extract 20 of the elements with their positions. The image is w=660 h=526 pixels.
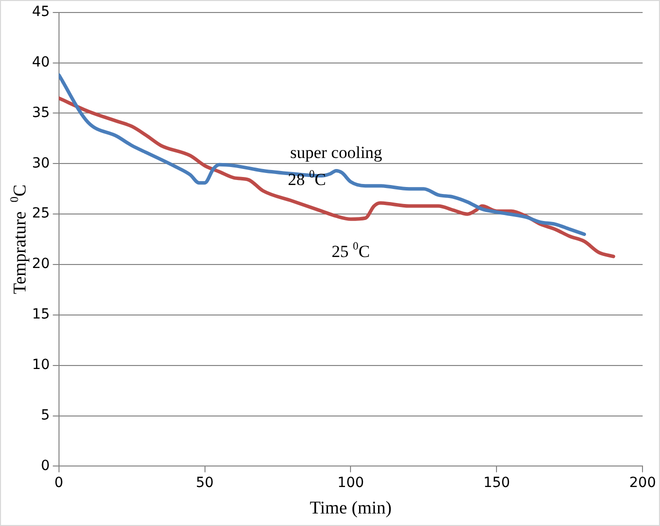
x-tick-label: 50 xyxy=(196,475,214,492)
y-tick-label: 45 xyxy=(32,4,50,20)
line-series xyxy=(58,96,616,258)
y-axis-title: Temprature 0C xyxy=(8,184,30,294)
y-tick-label: 5 xyxy=(40,407,50,424)
y-tick-label: 25 xyxy=(32,206,50,222)
y-tick-label: 20 xyxy=(32,256,50,272)
x-tick-label: 100 xyxy=(337,475,364,492)
x-tick-label: 200 xyxy=(629,475,656,492)
y-tick-label: 40 xyxy=(32,54,50,70)
x-tick-label: 0 xyxy=(54,475,64,492)
y-tick-label: 0 xyxy=(40,458,50,474)
y-tick-label: 30 xyxy=(32,155,50,172)
y-tick-label: 35 xyxy=(32,104,50,121)
y-tick-label: 10 xyxy=(32,356,50,373)
annotation: super cooling xyxy=(290,143,383,162)
x-axis-title: Time (min) xyxy=(310,498,392,518)
y-tick-label: 15 xyxy=(32,306,50,323)
x-tick-label: 150 xyxy=(483,475,510,492)
line-series xyxy=(58,73,586,236)
